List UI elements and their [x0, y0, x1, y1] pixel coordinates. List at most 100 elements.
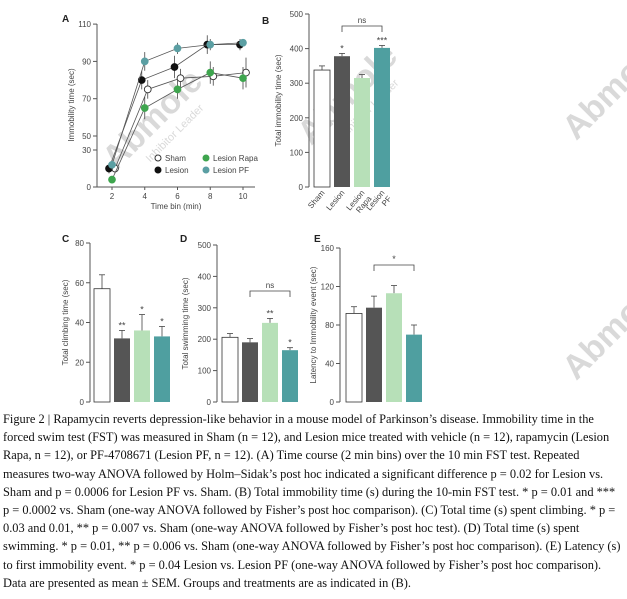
bar-sham: [93, 288, 111, 403]
y-tick-label: 0: [299, 183, 304, 192]
y-tick-label: 200: [198, 335, 212, 344]
panel-label: D: [180, 234, 187, 245]
bar-sham: [313, 69, 331, 188]
y-tick-label: 100: [290, 148, 304, 157]
x-tick-label: 8: [208, 192, 213, 201]
data-point-lesion-pf: [206, 40, 215, 49]
bar-lesion-pf: [374, 47, 390, 187]
legend-label: Lesion Rapa: [213, 154, 258, 163]
y-tick-label: 300: [290, 79, 304, 88]
bar-sham: [221, 336, 239, 403]
y-tick-label: 60: [75, 279, 84, 288]
y-tick-label: 110: [78, 20, 91, 29]
bar-lesion: [114, 338, 130, 402]
y-tick-label: 50: [82, 132, 91, 141]
y-tick-label: 80: [75, 239, 84, 248]
bar-lesion-pf: [154, 336, 170, 402]
y-tick-label: 30: [82, 146, 91, 155]
data-point-sham: [143, 85, 152, 94]
x-tick-label-line: Lesion: [324, 189, 346, 213]
bar-lesion-rapa: [262, 322, 278, 402]
bar-lesion-pf: [406, 334, 422, 402]
legend-marker: [154, 166, 162, 174]
significance-star: *: [140, 305, 144, 315]
significance-star: *: [160, 316, 164, 326]
x-tick-label: 10: [239, 192, 248, 201]
y-tick-label: 500: [290, 10, 304, 19]
legend-marker: [154, 154, 162, 162]
x-tick-label: 2: [110, 192, 115, 201]
x-tick-label-lesion-pf: LesionPF: [364, 188, 393, 218]
y-tick-label: 300: [198, 304, 212, 313]
y-tick-label: 0: [87, 183, 92, 192]
significance-star: ***: [377, 35, 388, 45]
y-axis-label: Total swimming time (sec): [181, 277, 190, 369]
legend-marker: [202, 154, 210, 162]
y-tick-label: 100: [198, 367, 212, 376]
y-tick-label: 0: [330, 398, 335, 407]
data-point-lesion: [137, 76, 146, 84]
data-point-lesion-pf: [108, 160, 116, 169]
bracket-label: ns: [358, 16, 366, 25]
data-point-lesion-rapa: [173, 85, 182, 94]
y-tick-label: 200: [290, 114, 304, 123]
data-point-lesion-pf: [239, 38, 247, 47]
panel-label: E: [314, 234, 321, 245]
x-tick-label: 4: [143, 192, 148, 201]
legend-label: Sham: [165, 154, 186, 163]
legend-label: Lesion: [165, 166, 189, 175]
panel-label: C: [62, 234, 69, 245]
data-point-lesion-rapa: [239, 74, 247, 83]
bar-lesion-rapa: [134, 330, 150, 402]
bar-sham: [345, 313, 363, 403]
y-axis-label: Total immobility time (sec): [274, 54, 283, 146]
data-point-lesion-rapa: [140, 104, 149, 112]
y-tick-label: 40: [325, 360, 334, 369]
significance-bracket: [249, 290, 291, 297]
y-axis-label: Latency to Immobility event (sec): [309, 266, 318, 383]
bar-lesion-rapa: [386, 293, 402, 402]
y-tick-label: 0: [207, 398, 212, 407]
y-axis-label: Immobility time (sec): [67, 68, 76, 142]
panel-label: A: [62, 14, 69, 25]
y-tick-label: 500: [198, 241, 212, 250]
panel-label: B: [262, 16, 269, 27]
x-tick-label-lesion: Lesion: [324, 189, 346, 213]
data-point-sham: [176, 74, 185, 83]
bar-lesion: [366, 307, 382, 402]
bracket-label: *: [392, 254, 396, 264]
bar-lesion: [334, 56, 350, 187]
y-tick-label: 160: [321, 244, 335, 253]
significance-star: *: [288, 338, 292, 348]
bar-lesion-rapa: [354, 78, 370, 187]
data-point-lesion-rapa: [206, 68, 215, 77]
series-line-lesion-pf: [111, 42, 244, 165]
y-tick-label: 400: [290, 45, 304, 54]
bar-lesion: [242, 342, 258, 402]
x-tick-label: 6: [175, 192, 180, 201]
y-axis-label: Total climbing time (sec): [61, 279, 70, 365]
data-point-lesion-pf: [173, 44, 182, 53]
figure-caption: Figure 2 | Rapamycin reverts depression-…: [3, 412, 621, 590]
y-tick-label: 80: [325, 321, 334, 330]
y-tick-label: 70: [82, 95, 91, 104]
y-tick-label: 90: [82, 57, 91, 66]
x-axis-label: Time bin (min): [151, 202, 202, 211]
legend-marker: [202, 166, 210, 174]
data-point-lesion-rapa: [108, 175, 116, 184]
significance-star: *: [340, 43, 344, 53]
y-tick-label: 0: [80, 398, 85, 407]
legend-label: Lesion PF: [213, 166, 249, 175]
data-point-lesion: [170, 63, 179, 71]
bar-lesion-pf: [282, 350, 298, 402]
y-tick-label: 20: [75, 358, 84, 367]
bracket-label: ns: [266, 281, 274, 290]
y-tick-label: 120: [321, 283, 335, 292]
significance-star: **: [266, 308, 274, 318]
data-point-lesion-pf: [140, 57, 149, 66]
figure-panels: A 0 30 50 70 90 110 2 4 6 8 10 Time bin (min) Immobil…: [61, 10, 422, 407]
significance-bracket: [341, 25, 383, 32]
significance-star: **: [118, 320, 126, 330]
y-tick-label: 400: [198, 272, 212, 281]
significance-bracket: [373, 264, 415, 271]
